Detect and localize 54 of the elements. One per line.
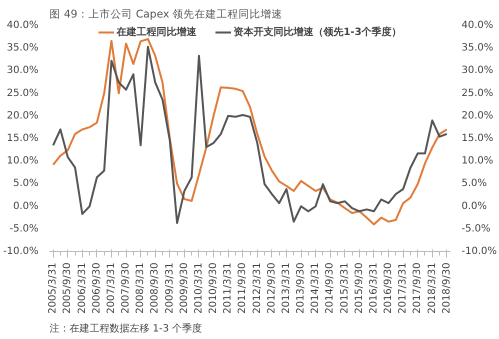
y2-tick-label: 15.0% — [462, 133, 494, 144]
y-tick-label: 15.0% — [6, 133, 39, 144]
x-tick-label: 2007/9/30 — [120, 262, 132, 314]
x-tick-label: 2018/3/31 — [426, 262, 438, 314]
y-tick-label: -10.0% — [3, 246, 39, 257]
x-tick-label: 2010/9/30 — [208, 262, 220, 314]
y-tick-label: 25.0% — [6, 88, 39, 99]
y2-tick-label: 40.0% — [462, 20, 494, 31]
x-tick-label: 2011/9/30 — [237, 262, 248, 314]
x-tick-label: 2008/9/30 — [150, 262, 161, 314]
y-tick-label: 20.0% — [6, 110, 39, 122]
x-tick-label: 2014/3/31 — [310, 262, 322, 314]
y-tick-label: 10.0% — [6, 156, 39, 167]
chart-title: 图 49：上市公司 Capex 领先在建工程同比增速 — [50, 8, 283, 20]
x-tick-label: 2005/9/30 — [62, 262, 74, 314]
y-tick-label: 40.0% — [6, 20, 39, 31]
x-tick-label: 2008/3/31 — [135, 262, 146, 314]
y2-tick-label: 25.0% — [462, 88, 494, 99]
x-tick-label: 2018/9/30 — [441, 262, 452, 314]
x-tick-label: 2013/9/30 — [296, 262, 307, 314]
y2-tick-label: 35.0% — [462, 42, 494, 54]
x-tick-label: 2011/3/31 — [222, 262, 234, 314]
x-tick-label: 2013/3/31 — [280, 262, 292, 314]
x-tick-label: 2006/3/31 — [76, 262, 88, 314]
x-tick-label: 2009/9/30 — [178, 262, 190, 314]
x-tick-label: 2006/9/30 — [91, 262, 102, 314]
y-tick-label: 35.0% — [6, 42, 39, 54]
x-tick-label: 2010/3/31 — [193, 262, 204, 314]
y2-tick-label: -5.0% — [462, 223, 491, 234]
x-tick-label: 2012/3/31 — [252, 262, 263, 314]
y-tick-label: 5.0% — [13, 178, 38, 190]
y2-tick-label: 10.0% — [462, 156, 494, 167]
legend-label: 在建工程同比增速 — [116, 26, 196, 39]
legend-label: 资本开支同比增速（领先1-3个季度） — [233, 25, 402, 39]
x-tick-label: 2015/3/31 — [339, 262, 350, 314]
y-tick-label: 0.0% — [13, 200, 38, 212]
y-tick-label: 30.0% — [6, 65, 39, 76]
y2-tick-label: -10.0% — [462, 246, 497, 257]
text: 注：在建工程数据左移 1-3 个季度 — [50, 322, 202, 334]
y2-tick-label: 0.0% — [462, 200, 487, 212]
y2-tick-label: 20.0% — [462, 110, 494, 122]
x-tick-label: 2017/3/31 — [398, 262, 409, 314]
x-tick-label: 2005/3/31 — [48, 262, 59, 314]
x-tick-label: 2017/9/30 — [412, 262, 424, 314]
y-tick-label: -5.0% — [9, 223, 38, 234]
x-tick-label: 2007/3/31 — [106, 262, 117, 314]
x-tick-label: 2012/9/30 — [266, 262, 278, 314]
x-tick-label: 2015/9/30 — [354, 262, 365, 314]
x-tick-label: 2014/9/30 — [324, 262, 336, 314]
x-tick-label: 2009/3/31 — [164, 262, 176, 314]
x-tick-label: 2016/9/30 — [383, 262, 394, 314]
y2-tick-label: 30.0% — [462, 65, 494, 76]
x-tick-label: 2016/3/31 — [368, 262, 380, 314]
y2-tick-label: 5.0% — [462, 178, 487, 190]
